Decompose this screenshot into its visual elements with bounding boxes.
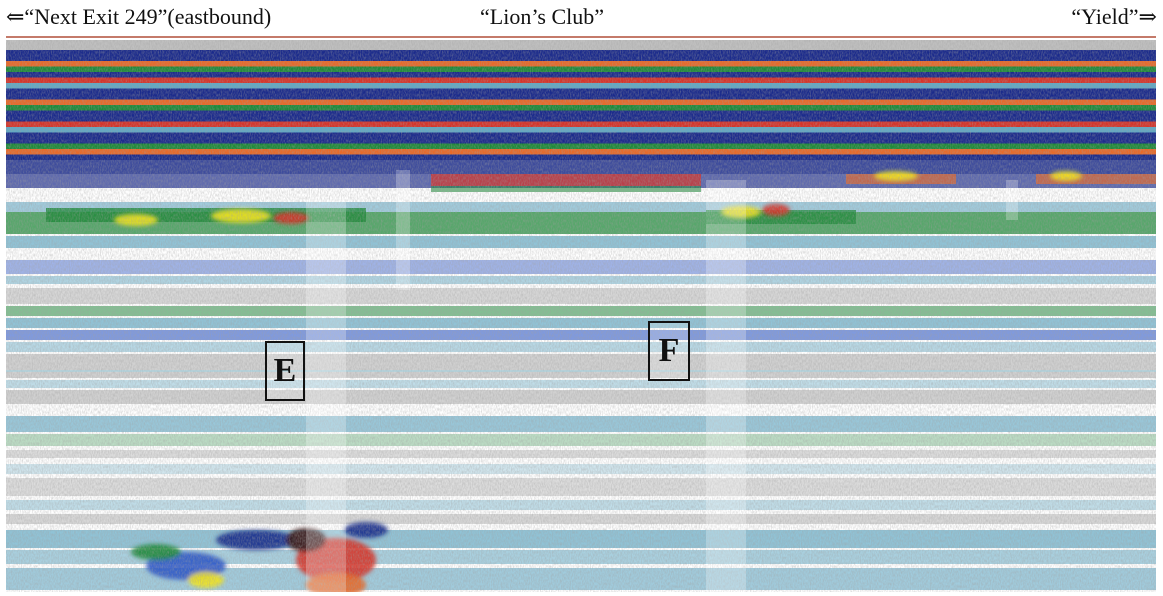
header-right-landmark: “Yield”⇒: [1071, 4, 1157, 29]
disturbance-column: [306, 200, 346, 592]
speckle-texture: [6, 40, 1156, 592]
disturbance-column: [706, 180, 746, 592]
profile-header: ⇐“Next Exit 249”(eastbound) “Lion’s Club…: [0, 0, 1163, 38]
marker-e-box: E: [265, 341, 305, 401]
disturbance-column: [396, 170, 410, 290]
marker-e-label: E: [273, 352, 297, 389]
header-center-landmark: “Lion’s Club”: [480, 4, 605, 29]
marker-f-label: F: [658, 332, 680, 369]
gpr-radargram: [6, 40, 1156, 592]
vertical-disturbances: [306, 170, 1018, 592]
marker-f-box: F: [648, 321, 690, 381]
header-left-landmark: ⇐“Next Exit 249”(eastbound): [6, 4, 272, 29]
header-rule: [6, 36, 1156, 38]
disturbance-column: [1006, 180, 1018, 220]
